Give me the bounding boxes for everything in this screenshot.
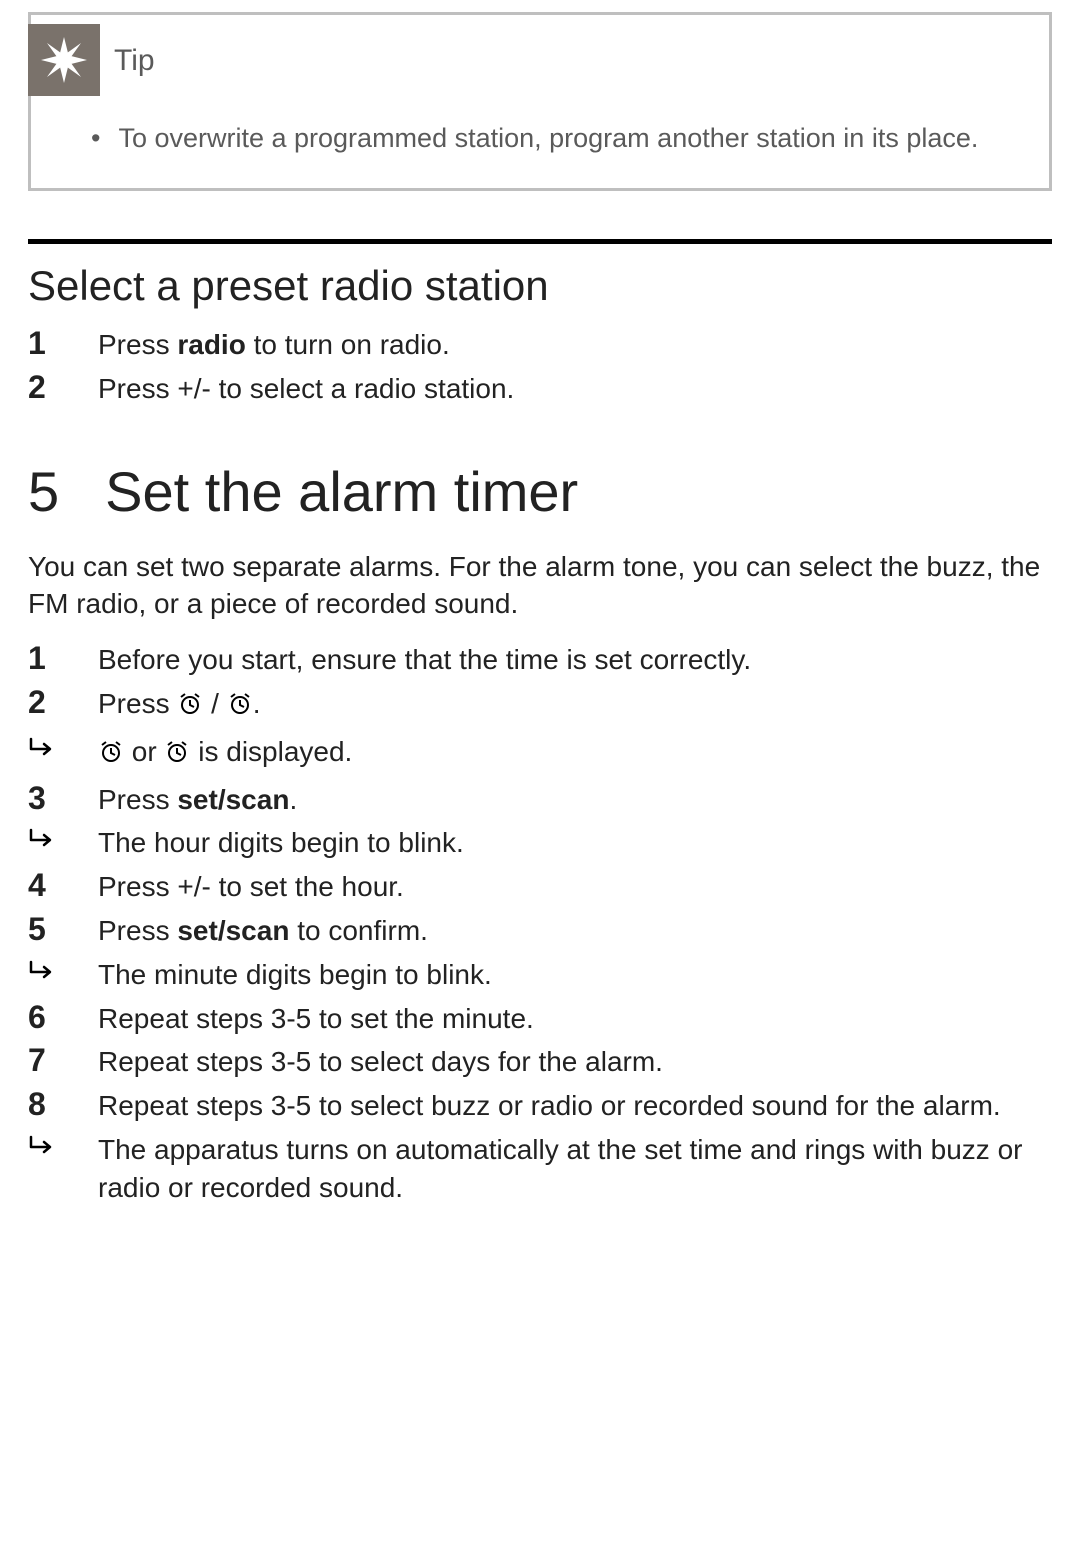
step-5-result: The minute digits begin to blink.: [28, 952, 1052, 996]
tip-label: Tip: [114, 41, 155, 82]
final-result: The apparatus turns on automatically at …: [28, 1127, 1052, 1209]
step-number: 4: [28, 866, 74, 904]
step-text: Press +/- to select a radio station.: [98, 368, 1052, 408]
alarm2-icon: [164, 740, 190, 771]
step-3: 3 Press set/scan.: [28, 777, 1052, 821]
alarm1-icon: [177, 692, 203, 723]
alarm2-icon: [227, 692, 253, 723]
step-number: 6: [28, 998, 74, 1036]
result-arrow-icon: [28, 822, 74, 850]
step-8: 8 Repeat steps 3-5 to select buzz or rad…: [28, 1083, 1052, 1127]
alarm-steps: 1 Before you start, ensure that the time…: [28, 637, 1052, 1208]
step-text: Press radio to turn on radio.: [98, 324, 1052, 364]
preset-steps: 1 Press radio to turn on radio. 2 Press …: [28, 322, 1052, 410]
result-arrow-icon: [28, 954, 74, 982]
chapter-intro: You can set two separate alarms. For the…: [28, 548, 1052, 624]
asterisk-icon: [37, 33, 91, 87]
step-number: 2: [28, 368, 74, 406]
step-text: Before you start, ensure that the time i…: [98, 639, 1052, 679]
step-text: Repeat steps 3-5 to set the minute.: [98, 998, 1052, 1038]
result-text: The minute digits begin to blink.: [98, 954, 1052, 994]
tip-body: • To overwrite a programmed station, pro…: [31, 108, 1049, 188]
result-text: The hour digits begin to blink.: [98, 822, 1052, 862]
step-text: Press set/scan to confirm.: [98, 910, 1052, 950]
tip-bullet: • To overwrite a programmed station, pro…: [91, 120, 1025, 158]
tip-text: To overwrite a programmed station, progr…: [118, 120, 978, 158]
step-3-result: The hour digits begin to blink.: [28, 820, 1052, 864]
chapter-heading: 5 Set the alarm timer: [28, 454, 1052, 530]
chapter-number: 5: [28, 454, 59, 530]
step-4: 4 Press +/- to set the hour.: [28, 864, 1052, 908]
step-text: Press set/scan.: [98, 779, 1052, 819]
step-2-result: or is displayed.: [28, 729, 1052, 777]
step-1: 1 Before you start, ensure that the time…: [28, 637, 1052, 681]
step-5: 5 Press set/scan to confirm.: [28, 908, 1052, 952]
alarm1-icon: [98, 740, 124, 771]
manual-page: Tip • To overwrite a programmed station,…: [0, 12, 1080, 1544]
step-number: 5: [28, 910, 74, 948]
step-text: Press / .: [98, 683, 1052, 727]
step-number: 7: [28, 1041, 74, 1079]
step-text: Press +/- to set the hour.: [98, 866, 1052, 906]
tip-box: Tip • To overwrite a programmed station,…: [28, 12, 1052, 191]
result-arrow-icon: [28, 1129, 74, 1157]
tip-header: Tip: [31, 15, 1049, 108]
step-number: 1: [28, 639, 74, 677]
step-2: 2 Press +/- to select a radio station.: [28, 366, 1052, 410]
step-7: 7 Repeat steps 3-5 to select days for th…: [28, 1039, 1052, 1083]
step-1: 1 Press radio to turn on radio.: [28, 322, 1052, 366]
step-text: Repeat steps 3-5 to select buzz or radio…: [98, 1085, 1052, 1125]
result-text: The apparatus turns on automatically at …: [98, 1129, 1052, 1207]
tip-icon: [28, 24, 100, 96]
step-6: 6 Repeat steps 3-5 to set the minute.: [28, 996, 1052, 1040]
step-number: 8: [28, 1085, 74, 1123]
result-text: or is displayed.: [98, 731, 1052, 775]
step-2: 2 Press / .: [28, 681, 1052, 729]
chapter-title: Set the alarm timer: [105, 454, 578, 530]
step-number: 2: [28, 683, 74, 721]
result-arrow-icon: [28, 731, 74, 759]
bullet-dot: •: [91, 120, 100, 158]
step-number: 1: [28, 324, 74, 362]
step-number: 3: [28, 779, 74, 817]
section-divider: [28, 239, 1052, 244]
preset-heading: Select a preset radio station: [28, 258, 1052, 315]
step-text: Repeat steps 3-5 to select days for the …: [98, 1041, 1052, 1081]
